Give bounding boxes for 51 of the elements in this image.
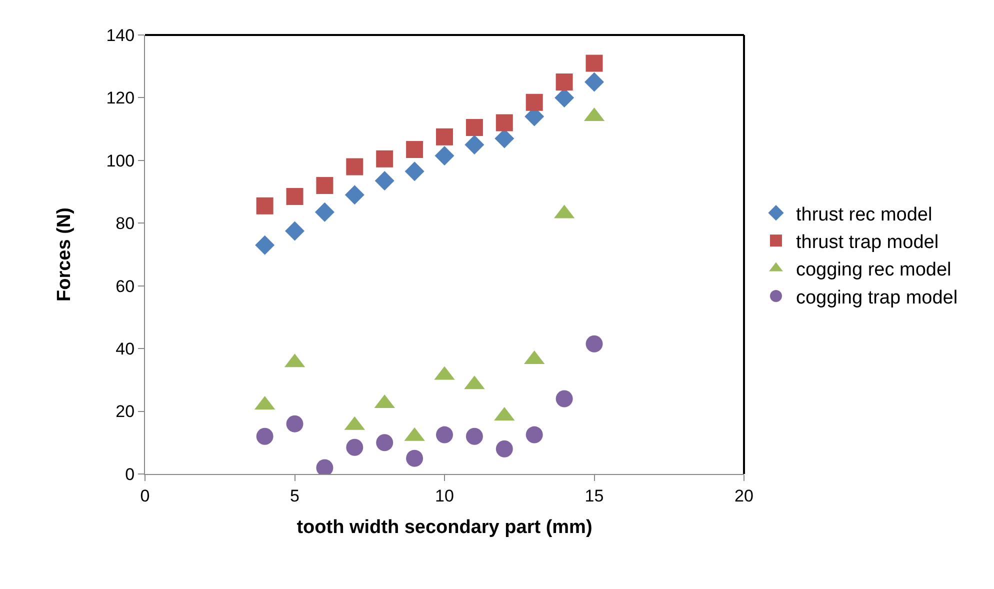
x-tick-label: 10 (435, 486, 454, 506)
point (586, 335, 603, 352)
point (316, 177, 334, 194)
y-tick-label: 100 (106, 151, 135, 170)
y-tick-label: 40 (116, 340, 135, 359)
x-tick-label: 0 (140, 486, 150, 506)
y-tick-label: 80 (116, 214, 135, 234)
point (404, 162, 424, 182)
point (434, 146, 454, 166)
x-tick-label: 15 (584, 486, 604, 506)
point (436, 128, 453, 146)
point (346, 158, 364, 176)
point (344, 185, 364, 205)
point (256, 197, 274, 214)
point (556, 390, 573, 408)
y-tick-label: 60 (116, 276, 135, 296)
point (406, 450, 424, 467)
point (255, 235, 275, 255)
x-tick-label: 5 (290, 486, 300, 506)
point (586, 54, 603, 72)
point (526, 94, 543, 111)
point (286, 188, 304, 205)
point (526, 426, 543, 444)
y-tick-label: 120 (106, 88, 135, 108)
point (406, 140, 424, 158)
point (466, 428, 483, 445)
point (436, 426, 453, 444)
legend-label: cogging trap model (796, 287, 958, 308)
point (584, 72, 604, 92)
x-axis-title: tooth width secondary part (mm) (296, 517, 592, 538)
point (496, 114, 513, 132)
point (464, 135, 484, 154)
point (496, 440, 513, 458)
point (376, 150, 394, 168)
point (376, 434, 394, 452)
legend-label: thrust trap model (796, 232, 939, 253)
y-tick-label: 140 (106, 26, 135, 45)
y-tick-label: 20 (116, 402, 135, 422)
y-axis-title: Forces (N) (54, 208, 76, 302)
x-tick-label: 20 (734, 486, 754, 506)
point (286, 415, 304, 432)
point (256, 428, 274, 445)
point (285, 221, 304, 241)
point (466, 119, 483, 136)
y-tick-label: 0 (125, 464, 135, 484)
point (346, 438, 364, 456)
legend-label: cogging rec model (796, 260, 952, 281)
legend-label: thrust rec model (796, 204, 932, 226)
point (314, 202, 334, 222)
point (374, 171, 394, 191)
point (556, 74, 573, 91)
